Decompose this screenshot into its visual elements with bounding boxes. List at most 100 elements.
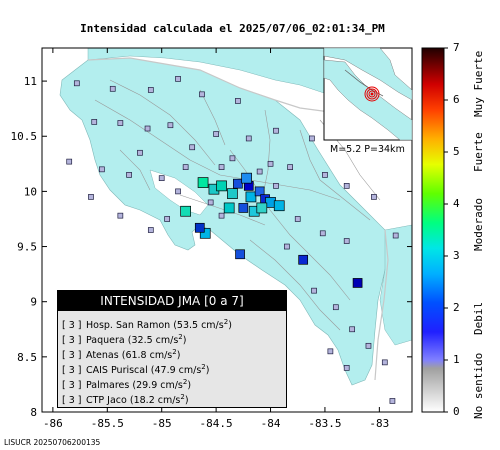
station-marker-small bbox=[349, 326, 355, 333]
station-marker-small bbox=[207, 199, 214, 206]
costa-rica-land bbox=[59, 57, 391, 386]
legend-close-paren: ) bbox=[228, 320, 232, 332]
station-marker-small bbox=[245, 135, 252, 142]
station-marker bbox=[235, 249, 245, 260]
legend-level: [ 3 ] bbox=[62, 365, 82, 377]
x-axis-ticks: -86 -85.5 -85 -84.5 -84 -83.5 -83 bbox=[43, 48, 389, 430]
y-tick-label: 9 bbox=[30, 296, 37, 309]
colorbar-tick-label: 3 bbox=[453, 249, 460, 262]
station-marker-small bbox=[88, 194, 94, 200]
station-marker-small bbox=[66, 158, 73, 165]
intensity-stations-layer bbox=[180, 172, 363, 288]
station-marker-small bbox=[117, 120, 124, 126]
legend-unit-exponent: 2 bbox=[178, 333, 183, 341]
station-marker bbox=[199, 227, 211, 239]
legend-close-paren: ) bbox=[182, 335, 187, 347]
legend-unit-exponent: 2 bbox=[172, 348, 177, 356]
legend-close-paren: ) bbox=[187, 380, 192, 392]
station-marker-small bbox=[256, 168, 263, 175]
station-marker-small bbox=[343, 183, 350, 189]
map-title: Intensidad calculada el 2025/07/06_02:01… bbox=[80, 22, 385, 35]
legend-unit-exponent: 2 bbox=[180, 393, 185, 401]
legend-level: [ 3 ] bbox=[62, 335, 82, 347]
legend-unit-exponent: 2 bbox=[182, 378, 188, 386]
x-tick-label: -84 bbox=[261, 417, 281, 430]
station-marker-small bbox=[167, 122, 174, 129]
y-tick-label: 9.5 bbox=[17, 241, 37, 254]
small-stations-layer bbox=[66, 76, 399, 404]
station-marker-small bbox=[235, 98, 241, 104]
station-marker-small bbox=[229, 155, 236, 162]
station-marker-small bbox=[311, 287, 317, 294]
station-marker-small bbox=[319, 230, 326, 237]
station-marker bbox=[233, 178, 243, 189]
station-marker-small bbox=[189, 144, 196, 151]
colorbar-category-label: No sentido bbox=[472, 352, 485, 419]
colorbar-ticks bbox=[444, 47, 448, 413]
legend-entry: [ 3 ] CTP Jaco (18.2 cm/s2) bbox=[62, 390, 286, 407]
station-marker-small bbox=[147, 87, 154, 93]
station-marker-small bbox=[343, 365, 350, 371]
station-marker-small bbox=[327, 348, 334, 355]
colorbar-tick-label: 0 bbox=[453, 405, 460, 418]
legend-pga-value: (61.8 cm/s bbox=[121, 350, 173, 362]
station-marker-small bbox=[164, 216, 170, 222]
station-marker bbox=[216, 180, 227, 192]
colorbar-tick-label: 1 bbox=[453, 353, 460, 366]
station-marker-small bbox=[213, 131, 219, 137]
y-tick-label: 8 bbox=[30, 406, 37, 419]
legend-level: [ 3 ] bbox=[62, 395, 82, 407]
station-marker-small bbox=[371, 194, 377, 200]
station-marker bbox=[227, 188, 238, 199]
station-marker bbox=[254, 186, 265, 197]
station-marker-small bbox=[381, 359, 388, 366]
station-marker-small bbox=[73, 80, 80, 87]
station-marker bbox=[352, 278, 363, 288]
station-marker bbox=[180, 205, 191, 217]
legend-unit-exponent: 2 bbox=[201, 363, 206, 371]
legend-entry: [ 3 ] Palmares (29.9 cm/s2) bbox=[62, 375, 286, 392]
legend-level: [ 3 ] bbox=[62, 320, 82, 332]
legend-station-name: CTP Jaco bbox=[86, 395, 127, 407]
station-marker-small bbox=[91, 119, 98, 125]
legend-level: [ 3 ] bbox=[62, 380, 82, 392]
station-marker bbox=[256, 202, 268, 214]
station-marker-small bbox=[99, 166, 105, 173]
station-marker-small bbox=[284, 243, 290, 250]
station-marker-small bbox=[144, 125, 151, 132]
legend-entry: [ 3 ] Paquera (32.5 cm/s2) bbox=[62, 330, 286, 347]
station-marker-small bbox=[332, 304, 339, 311]
y-axis-ticks: 11 10.5 10 9.5 9 8.5 8 bbox=[11, 75, 412, 419]
station-marker bbox=[245, 191, 257, 203]
legend-close-paren: ) bbox=[205, 365, 210, 377]
station-marker bbox=[197, 177, 209, 188]
y-tick-label: 10.5 bbox=[11, 130, 38, 143]
legend-pga-value: (47.9 cm/s bbox=[150, 365, 202, 377]
epicenter-marker bbox=[364, 86, 380, 102]
x-tick-label: -84.5 bbox=[200, 417, 233, 430]
colorbar-category-label: Fuerte bbox=[472, 132, 485, 172]
legend-pga-value: (29.9 cm/s bbox=[132, 380, 183, 392]
station-marker-small bbox=[137, 149, 143, 156]
station-marker bbox=[241, 172, 252, 184]
x-tick-label: -83 bbox=[369, 417, 389, 430]
station-marker-small bbox=[117, 212, 124, 219]
station-marker-small bbox=[175, 188, 181, 195]
station-marker-small bbox=[199, 91, 205, 98]
map-frame bbox=[41, 47, 413, 413]
station-marker bbox=[223, 202, 235, 214]
legend-close-paren: ) bbox=[184, 395, 189, 407]
x-tick-label: -85 bbox=[152, 417, 172, 430]
station-marker-small bbox=[343, 238, 350, 244]
y-tick-label: 10 bbox=[24, 185, 37, 198]
station-marker-small bbox=[287, 164, 293, 170]
x-tick-label: -83.5 bbox=[308, 417, 341, 430]
colorbar-tick-label: 7 bbox=[453, 41, 460, 54]
y-tick-label: 11 bbox=[24, 75, 37, 88]
station-marker-small bbox=[389, 398, 396, 404]
station-marker-small bbox=[147, 227, 154, 233]
station-marker-small bbox=[309, 135, 315, 142]
station-marker bbox=[238, 203, 249, 213]
legend-station-name: Hosp. San Ramon bbox=[86, 320, 171, 332]
